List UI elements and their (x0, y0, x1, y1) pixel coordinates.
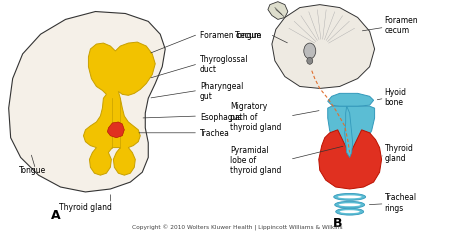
Ellipse shape (337, 196, 362, 198)
Text: Foramen cecum: Foramen cecum (200, 30, 261, 40)
Ellipse shape (334, 194, 365, 201)
Polygon shape (319, 130, 382, 189)
Ellipse shape (340, 210, 360, 213)
Text: A: A (51, 208, 60, 221)
Text: Pyramidal
lobe of
thyroid gland: Pyramidal lobe of thyroid gland (230, 145, 282, 175)
Polygon shape (328, 107, 374, 151)
Text: Tracheal
rings: Tracheal rings (384, 192, 417, 212)
Text: Esophagus: Esophagus (200, 112, 242, 121)
Text: Hyoid
bone: Hyoid bone (384, 87, 407, 106)
Text: Trachea: Trachea (200, 129, 230, 138)
Ellipse shape (336, 208, 364, 215)
Text: Foramen
cecum: Foramen cecum (384, 15, 418, 35)
Polygon shape (9, 12, 165, 192)
Ellipse shape (335, 201, 365, 208)
Text: Copyright © 2010 Wolters Kluwer Health | Lippincott Williams & Wilkins: Copyright © 2010 Wolters Kluwer Health |… (132, 223, 342, 230)
Ellipse shape (339, 204, 361, 206)
Ellipse shape (304, 44, 316, 60)
Text: Tongue: Tongue (18, 165, 46, 174)
Ellipse shape (307, 58, 313, 65)
Text: B: B (333, 216, 342, 229)
Text: Thyroglossal
duct: Thyroglossal duct (200, 55, 248, 74)
Text: Pharyngeal
gut: Pharyngeal gut (200, 81, 244, 101)
Polygon shape (83, 43, 155, 175)
Polygon shape (268, 3, 288, 20)
Text: Thyroid
gland: Thyroid gland (384, 143, 413, 162)
Polygon shape (108, 122, 124, 138)
Polygon shape (272, 6, 374, 89)
Polygon shape (345, 107, 353, 158)
Text: Tongue: Tongue (235, 30, 262, 40)
Text: Migratory
path of
thyroid gland: Migratory path of thyroid gland (230, 102, 282, 131)
Text: Thyroid gland: Thyroid gland (59, 202, 112, 211)
Polygon shape (328, 94, 374, 107)
